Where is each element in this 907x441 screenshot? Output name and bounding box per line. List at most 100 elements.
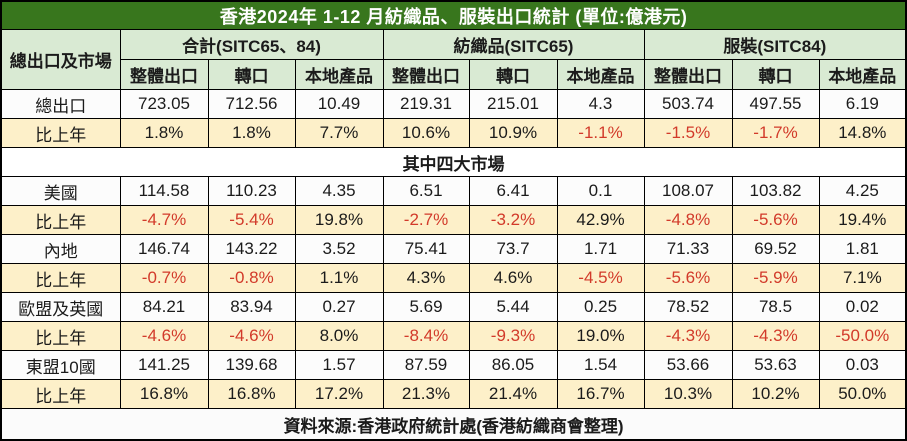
data-cell: 1.54 [556,350,645,380]
data-cell: 53.63 [731,350,820,380]
row-label: 內地 [0,234,121,264]
data-cell: 19.0% [556,321,645,351]
data-cell: -5.6% [731,205,820,235]
data-cell: 10.3% [643,379,733,409]
table-row: 歐盟及英國 84.21 83.94 0.27 5.69 5.44 0.25 78.52 78.5… [0,292,907,322]
data-cell: 50.0% [818,379,907,409]
data-cell: -4.6% [119,321,209,351]
data-cell: 139.68 [207,350,296,380]
data-cell: -4.5% [556,263,645,293]
section-row: 其中四大市場 [0,147,907,177]
title-row: 香港2024年 1-12 月紡織品、服裝出口統計 (單位:億港元) [0,0,907,30]
data-cell: 503.74 [643,89,733,119]
data-cell: -5.4% [207,205,296,235]
data-cell: 4.3% [382,263,470,293]
data-cell: 103.82 [731,176,820,206]
data-cell: 4.3 [556,89,645,119]
data-cell: 8.0% [294,321,384,351]
group-header-row: 總出口及市場 合計(SITC65、84) 紡織品(SITC65) 服裝(SITC… [0,29,907,90]
data-cell: 17.2% [294,379,384,409]
subcol-header: 整體出口 [382,59,470,90]
table-row: 總出口 723.05 712.56 10.49 219.31 215.01 4.3 503.7… [0,89,907,119]
data-cell: -4.6% [207,321,296,351]
data-cell: 53.66 [643,350,733,380]
table-row: 比上年 16.8% 16.8% 17.2% 21.3% 21.4% 16.7% 10.3% 10… [0,379,907,409]
data-cell: 10.6% [382,118,470,148]
data-cell: -0.7% [119,263,209,293]
data-cell: -1.7% [731,118,820,148]
data-cell: 78.5 [731,292,820,322]
row-label: 比上年 [0,118,121,148]
subcol-header: 轉口 [468,59,558,90]
data-cell: -4.3% [643,321,733,351]
group-header-total: 合計(SITC65、84) [119,29,384,60]
data-cell: 0.25 [556,292,645,322]
data-cell: 87.59 [382,350,470,380]
subcol-header: 本地產品 [294,59,384,90]
data-cell: 21.4% [468,379,558,409]
data-cell: -3.2% [468,205,558,235]
data-cell: 4.6% [468,263,558,293]
data-cell: 219.31 [382,89,470,119]
subcol-header: 本地產品 [556,59,645,90]
subcol-header: 本地產品 [818,59,907,90]
row-label: 比上年 [0,321,121,351]
data-cell: 6.51 [382,176,470,206]
data-cell: 6.19 [818,89,907,119]
data-cell: -2.7% [382,205,470,235]
data-cell: 10.9% [468,118,558,148]
table-row: 比上年 -4.6% -4.6% 8.0% -8.4% -9.3% 19.0% -4.3% -4.… [0,321,907,351]
data-cell: 5.44 [468,292,558,322]
data-cell: -5.6% [643,263,733,293]
data-cell: 497.55 [731,89,820,119]
data-cell: 141.25 [119,350,209,380]
data-cell: 1.71 [556,234,645,264]
data-cell: 84.21 [119,292,209,322]
data-cell: -5.9% [731,263,820,293]
group-header-textiles: 紡織品(SITC65) [382,29,645,60]
data-cell: 16.8% [119,379,209,409]
row-label: 總出口 [0,89,121,119]
data-cell: 10.49 [294,89,384,119]
data-cell: -4.8% [643,205,733,235]
data-cell: 1.1% [294,263,384,293]
table-row: 內地 146.74 143.22 3.52 75.41 73.7 1.71 71.33 69.5… [0,234,907,264]
data-cell: 1.8% [119,118,209,148]
row-label: 美國 [0,176,121,206]
table-row: 東盟10國 141.25 139.68 1.57 87.59 86.05 1.54 53.66… [0,350,907,380]
data-cell: 19.8% [294,205,384,235]
data-cell: 712.56 [207,89,296,119]
data-cell: 7.1% [818,263,907,293]
data-cell: 110.23 [207,176,296,206]
data-cell: 1.81 [818,234,907,264]
table-title: 香港2024年 1-12 月紡織品、服裝出口統計 (單位:億港元) [0,0,907,30]
table-row: 比上年 -0.7% -0.8% 1.1% 4.3% 4.6% -4.5% -5.6% -5.9%… [0,263,907,293]
table-row: 比上年 1.8% 1.8% 7.7% 10.6% 10.9% -1.1% -1.5% -1.7%… [0,118,907,148]
subcol-header: 整體出口 [643,59,733,90]
corner-header: 總出口及市場 [0,29,121,90]
subcol-header: 轉口 [207,59,296,90]
data-cell: 146.74 [119,234,209,264]
data-cell: 83.94 [207,292,296,322]
data-cell: 0.03 [818,350,907,380]
subcol-header: 整體出口 [119,59,209,90]
row-label: 比上年 [0,379,121,409]
data-cell: 21.3% [382,379,470,409]
data-cell: 1.57 [294,350,384,380]
data-cell: 71.33 [643,234,733,264]
subcol-header: 轉口 [731,59,820,90]
data-cell: 75.41 [382,234,470,264]
data-cell: 86.05 [468,350,558,380]
data-cell: 73.7 [468,234,558,264]
data-cell: -1.5% [643,118,733,148]
data-cell: -0.8% [207,263,296,293]
data-cell: -4.3% [731,321,820,351]
row-label: 比上年 [0,263,121,293]
data-cell: 5.69 [382,292,470,322]
data-cell: -50.0% [818,321,907,351]
data-cell: 0.27 [294,292,384,322]
data-cell: 114.58 [119,176,209,206]
data-cell: 143.22 [207,234,296,264]
data-cell: 4.25 [818,176,907,206]
